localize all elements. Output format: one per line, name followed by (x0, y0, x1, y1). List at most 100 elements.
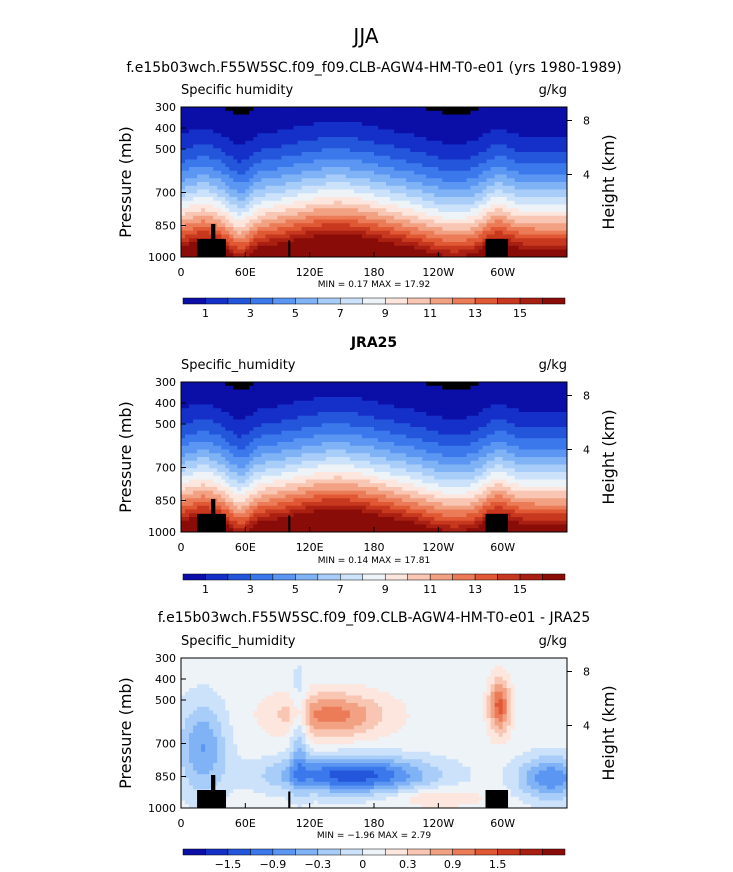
heatmap-cell (261, 208, 266, 213)
heatmap-cell (430, 155, 435, 160)
heatmap-cell (209, 208, 214, 213)
heatmap-cell (333, 419, 339, 424)
heatmap-cell (325, 408, 331, 413)
heatmap-cell (253, 148, 258, 153)
heatmap-cell (510, 110, 516, 115)
heatmap-cell (486, 152, 491, 157)
heatmap-cell (341, 393, 347, 398)
heatmap-cell (341, 249, 347, 254)
heatmap-cell (257, 170, 262, 175)
heatmap-cell (337, 397, 343, 402)
heatmap-cell (414, 397, 419, 402)
heatmap-cell (237, 163, 242, 168)
heatmap-cell (337, 219, 343, 224)
heatmap-cell (345, 245, 351, 250)
heatmap-cell (478, 397, 483, 402)
heatmap-cell (426, 133, 431, 138)
heatmap-cell (277, 170, 282, 175)
heatmap-cell (225, 140, 230, 145)
heatmap-cell (297, 197, 303, 202)
heatmap-cell (486, 163, 491, 168)
heatmap-cell (229, 397, 234, 402)
heatmap-cell (217, 423, 222, 428)
heatmap-cell (438, 404, 443, 409)
heatmap-cell (382, 122, 387, 127)
heatmap-cell (333, 122, 339, 127)
stats-line: MIN = 0.17 MAX = 17.92 (318, 280, 430, 290)
heatmap-cell (181, 155, 186, 160)
heatmap-cell (253, 167, 258, 172)
heatmap-cell (181, 419, 186, 424)
heatmap-cell (189, 114, 194, 119)
heatmap-cell (193, 148, 198, 153)
heatmap-cell (285, 219, 290, 224)
heatmap-cell (309, 208, 315, 213)
heatmap-cell (558, 382, 564, 387)
heatmap-cell (522, 133, 528, 138)
heatmap-cell (486, 185, 491, 190)
heatmap-cell (349, 140, 355, 145)
heatmap-cell (514, 155, 520, 160)
heatmap-cell (462, 174, 467, 179)
heatmap-cell (209, 148, 214, 153)
heatmap-cell (446, 208, 451, 213)
heatmap-cell (217, 212, 222, 217)
heatmap-cell (237, 415, 242, 420)
heatmap-cell (554, 215, 560, 220)
heatmap-cell (526, 215, 532, 220)
heatmap-cell (518, 197, 524, 202)
heatmap-cell (233, 404, 238, 409)
heatmap-cell (333, 114, 339, 119)
heatmap-cell (438, 140, 443, 145)
heatmap-cell (313, 242, 319, 247)
heatmap-cell (438, 249, 443, 254)
heatmap-cell (277, 140, 282, 145)
heatmap-cell (197, 415, 202, 420)
heatmap-cell (297, 114, 303, 119)
heatmap-cell (382, 242, 387, 247)
heatmap-cell (201, 393, 206, 398)
heatmap-cell (378, 223, 383, 228)
heatmap-cell (229, 238, 234, 243)
heatmap-cell (365, 404, 371, 409)
heatmap-cell (301, 227, 307, 232)
heatmap-cell (426, 227, 431, 232)
heatmap-cell (317, 178, 323, 183)
heatmap-cell (229, 242, 234, 247)
heatmap-cell (458, 129, 463, 134)
heatmap-cell (470, 197, 475, 202)
heatmap-cell (305, 415, 311, 420)
heatmap-cell (305, 404, 311, 409)
heatmap-cell (361, 129, 367, 134)
heatmap-cell (245, 197, 250, 202)
heatmap-cell (229, 389, 234, 394)
heatmap-cell (361, 110, 367, 115)
heatmap-cell (221, 144, 226, 149)
heatmap-cell (365, 129, 371, 134)
heatmap-cell (414, 110, 419, 115)
heatmap-cell (209, 133, 214, 138)
heatmap-cell (394, 122, 399, 127)
heatmap-cell (534, 208, 540, 213)
heatmap-cell (534, 137, 540, 142)
heatmap-cell (490, 122, 496, 127)
heatmap-cell (518, 140, 524, 145)
heatmap-cell (514, 140, 520, 145)
heatmap-cell (466, 182, 471, 187)
heatmap-cell (273, 249, 278, 254)
heatmap-cell (205, 215, 210, 220)
heatmap-cell (285, 125, 290, 130)
heatmap-cell (357, 245, 363, 250)
heatmap-cell (470, 389, 475, 394)
heatmap-cell (285, 249, 290, 254)
heatmap-cell (550, 238, 556, 243)
heatmap-cell (185, 182, 190, 187)
heatmap-cell (357, 400, 363, 405)
heatmap-cell (490, 200, 496, 205)
heatmap-cell (345, 415, 351, 420)
heatmap-cell (558, 389, 564, 394)
heatmap-cell (454, 393, 459, 398)
heatmap-cell (378, 182, 383, 187)
heatmap-cell (261, 219, 266, 224)
heatmap-cell (205, 400, 210, 405)
